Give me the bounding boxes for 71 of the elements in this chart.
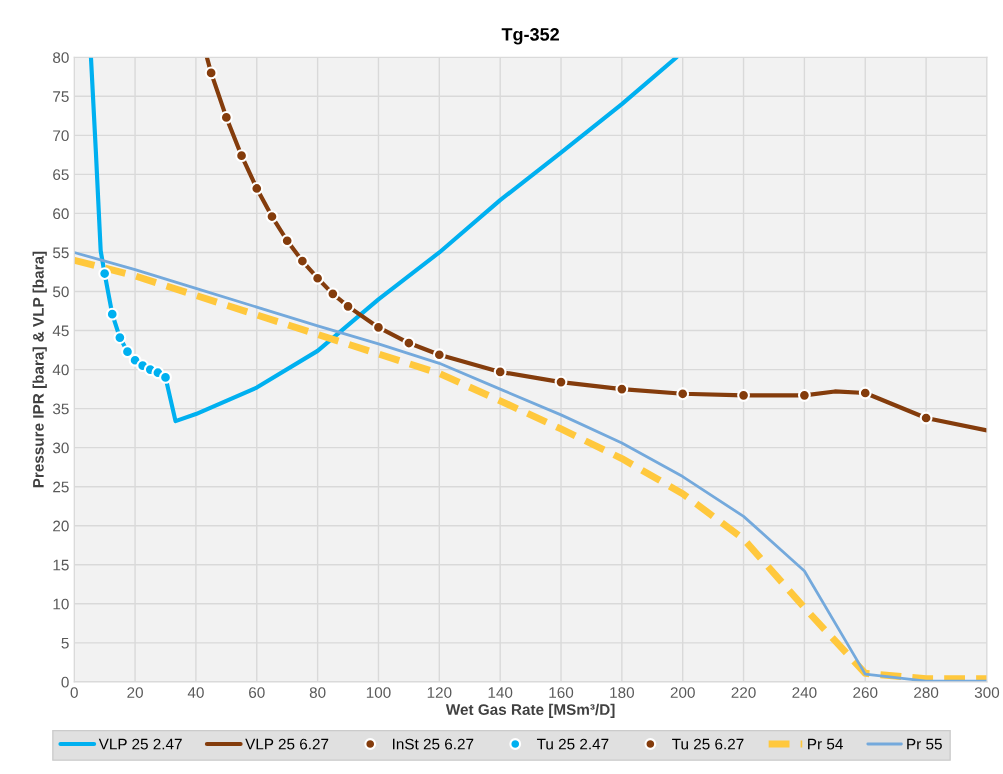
x-tick-label: 40 — [187, 687, 204, 698]
point — [432, 348, 446, 362]
point — [295, 254, 309, 268]
point — [235, 149, 248, 163]
y-tick-label: 30 — [52, 442, 69, 454]
y-axis-title: Pressure IPR [bara] & VLP [bara] — [32, 251, 47, 488]
x-tick-label: 260 — [853, 687, 878, 698]
point — [554, 375, 568, 389]
point — [737, 388, 750, 402]
x-tick-label: 80 — [309, 687, 326, 698]
legend-label: InSt 25 6.27 — [393, 738, 474, 750]
y-tick-label: 80 — [53, 52, 69, 63]
y-tick-label: 40 — [52, 364, 69, 376]
x-tick-label: 120 — [427, 687, 452, 698]
point — [402, 336, 416, 350]
point — [676, 387, 690, 401]
y-tick-label: 15 — [53, 559, 69, 571]
x-axis-title: Wet Gas Rate [MSm³/D] — [445, 703, 615, 719]
x-tick-label: 240 — [792, 687, 817, 698]
point — [121, 345, 134, 359]
point — [919, 411, 933, 425]
point — [113, 331, 127, 344]
legend-label: Pr 55 — [907, 738, 942, 750]
x-tick-label: 220 — [731, 687, 756, 698]
x-tick-label: 280 — [914, 687, 939, 698]
x-tick-label: 100 — [366, 687, 391, 698]
line-series — [88, 57, 679, 424]
y-tick-label: 35 — [52, 403, 69, 415]
chart-title: Tg-352 — [501, 28, 559, 45]
x-tick-label: 0 — [70, 687, 78, 698]
y-tick-label: 70 — [53, 130, 69, 142]
y-tick-label: 50 — [52, 286, 69, 298]
point — [105, 307, 119, 321]
point — [493, 365, 507, 379]
point — [311, 271, 325, 285]
x-tick-label: 180 — [610, 687, 635, 698]
x-tick-label: 160 — [549, 687, 574, 698]
point — [219, 110, 233, 124]
x-tick-label: 20 — [127, 687, 143, 698]
y-tick-label: 60 — [53, 208, 69, 220]
y-tick-label: 20 — [53, 520, 69, 532]
line-series — [204, 57, 987, 433]
point — [98, 267, 112, 280]
point — [372, 321, 385, 334]
point — [204, 66, 218, 80]
x-tick-label: 300 — [974, 687, 1000, 698]
legend-label: Pr 54 — [808, 738, 843, 750]
point — [250, 182, 264, 195]
point — [280, 234, 294, 248]
x-tick-label: 200 — [670, 687, 695, 698]
point — [858, 386, 872, 400]
point — [265, 210, 279, 223]
point — [615, 382, 629, 396]
y-tick-label: 5 — [61, 637, 69, 649]
legend-label: Tu 25 2.47 — [536, 738, 609, 750]
y-tick-label: 0 — [61, 676, 69, 688]
x-tick-label: 140 — [488, 687, 513, 698]
x-tick-label: 60 — [249, 687, 265, 698]
y-tick-label: 45 — [52, 325, 69, 337]
y-tick-label: 55 — [52, 247, 69, 259]
point — [159, 370, 172, 384]
y-tick-label: 25 — [53, 481, 69, 493]
legend-label: VLP 25 6.27 — [245, 738, 329, 750]
point — [326, 287, 340, 301]
point — [341, 299, 355, 313]
point — [797, 388, 811, 402]
legend-label: Tu 25 6.27 — [672, 738, 744, 750]
legend-label: VLP 25 2.47 — [98, 738, 182, 750]
y-tick-label: 10 — [53, 598, 69, 610]
y-tick-label: 75 — [53, 91, 69, 102]
y-tick-label: 65 — [53, 169, 69, 181]
